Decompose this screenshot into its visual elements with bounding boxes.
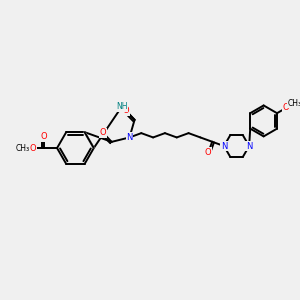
Text: O: O bbox=[283, 103, 290, 112]
Text: N: N bbox=[126, 133, 133, 142]
Text: CH₃: CH₃ bbox=[15, 144, 29, 153]
Text: O: O bbox=[205, 148, 211, 157]
Text: O: O bbox=[40, 132, 47, 141]
Text: CH₃: CH₃ bbox=[287, 98, 300, 107]
Text: NH: NH bbox=[116, 102, 128, 111]
Text: N: N bbox=[246, 142, 252, 151]
Text: O: O bbox=[30, 144, 36, 153]
Text: O: O bbox=[100, 128, 106, 137]
Text: N: N bbox=[221, 142, 227, 151]
Text: O: O bbox=[123, 106, 129, 115]
